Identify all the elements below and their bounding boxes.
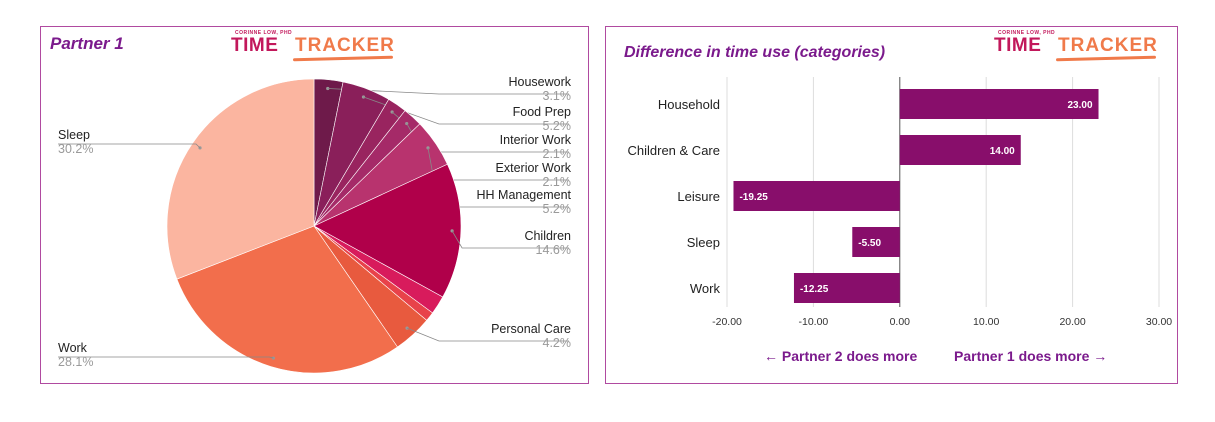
pie-label-exterior-work: Exterior Work xyxy=(496,161,572,175)
pie-leader-line-work xyxy=(58,356,274,359)
pie-pct-sleep: 30.2% xyxy=(58,142,93,156)
pie-pct-housework: 3.1% xyxy=(543,89,572,103)
pie-title: Partner 1 xyxy=(50,34,124,53)
pie-label-personal-care: Personal Care xyxy=(491,322,571,336)
bar-title: Difference in time use (categories) xyxy=(624,44,886,61)
pie-panel: Partner 1 CORINNE LOW, PHD TIME TRACKER … xyxy=(40,26,589,384)
pie-pct-hh-management: 5.2% xyxy=(543,202,572,216)
pie-leader-line-children xyxy=(451,230,569,249)
brand-word-tracker-2: TRACKER xyxy=(1058,35,1158,56)
x-tick-label-4: 20.00 xyxy=(1059,316,1085,328)
x-tick-label-2: 0.00 xyxy=(890,316,911,328)
pie-pct-children: 14.6% xyxy=(536,243,571,257)
bar-panel: Difference in time use (categories) CORI… xyxy=(605,26,1178,384)
value-label-work: -12.25 xyxy=(800,284,829,295)
category-label-work: Work xyxy=(690,281,721,296)
pie-label-housework: Housework xyxy=(508,75,571,89)
pie-pct-personal-care: 4.2% xyxy=(543,336,572,350)
x-tick-label-3: 10.00 xyxy=(973,316,999,328)
category-label-household: Household xyxy=(658,97,720,112)
pie-label-work: Work xyxy=(58,341,88,355)
brand-word-time-2: TIME xyxy=(994,35,1042,56)
bar-work xyxy=(793,273,900,303)
pie-leader-line-sleep xyxy=(58,143,201,149)
x-tick-label-5: 30.00 xyxy=(1146,316,1172,328)
brand-word-time: TIME xyxy=(231,35,279,56)
x-tick-label-0: -20.00 xyxy=(712,316,742,328)
category-label-children-care: Children & Care xyxy=(628,143,721,158)
bar-household xyxy=(899,89,1099,119)
annotation-partner2: ← Partner 2 does more xyxy=(764,348,918,364)
category-label-sleep: Sleep xyxy=(687,235,720,250)
value-label-leisure: -19.25 xyxy=(739,192,768,203)
pie-pct-exterior-work: 2.1% xyxy=(543,175,572,189)
value-label-household: 23.00 xyxy=(1067,100,1092,111)
brand-subtitle: CORINNE LOW, PHD xyxy=(235,30,293,36)
bar-children-care xyxy=(899,135,1021,165)
category-label-leisure: Leisure xyxy=(677,189,720,204)
value-label-children-care: 14.00 xyxy=(990,146,1015,157)
pie-leader-line-personal-care xyxy=(406,327,569,342)
x-tick-label-1: -10.00 xyxy=(799,316,829,328)
pie-slice-children xyxy=(313,163,462,298)
pie-pct-work: 28.1% xyxy=(58,355,93,369)
value-label-sleep: -5.50 xyxy=(858,238,881,249)
brand-subtitle-2: CORINNE LOW, PHD xyxy=(998,30,1056,36)
pie-label-hh-management: HH Management xyxy=(477,188,572,202)
pie-label-food-prep: Food Prep xyxy=(513,105,571,119)
pie-label-sleep: Sleep xyxy=(58,128,90,142)
bar-sleep xyxy=(852,227,900,257)
pie-pct-interior-work: 2.1% xyxy=(543,147,572,161)
bar-leisure xyxy=(733,181,900,211)
pie-label-interior-work: Interior Work xyxy=(500,133,572,147)
pie-slice-work xyxy=(176,225,398,374)
pie-label-children: Children xyxy=(524,229,571,243)
brand-word-tracker: TRACKER xyxy=(295,35,395,56)
annotation-partner1: Partner 1 does more → xyxy=(954,348,1108,364)
pie-slice-sleep xyxy=(166,78,315,280)
bar-chart: -20.00 -10.00 0.00 10.00 20.00 30.00 Household… xyxy=(628,77,1172,328)
pie-pct-food-prep: 5.2% xyxy=(543,119,572,133)
